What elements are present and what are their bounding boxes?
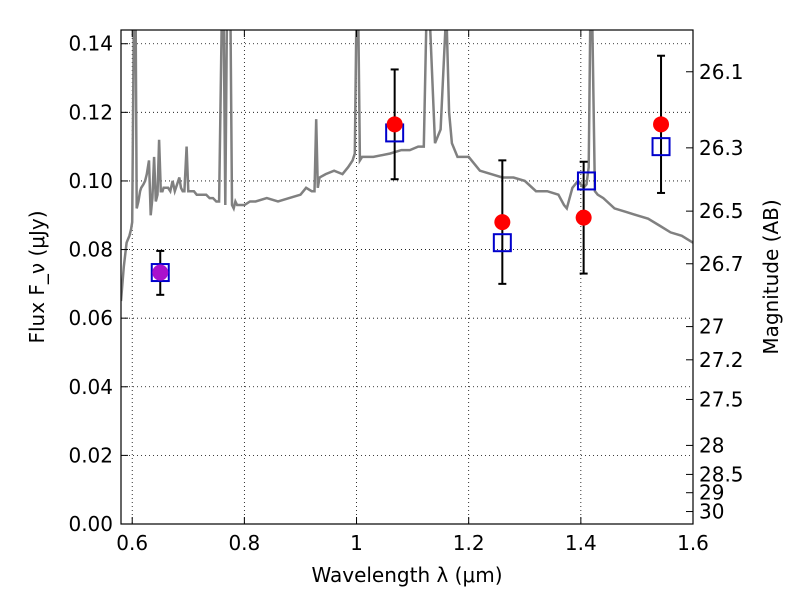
y-tick-label: 0.04 — [68, 375, 113, 399]
observed-flux-point — [152, 264, 169, 281]
y-tick-label: 0.08 — [68, 238, 113, 262]
observed-flux-point — [386, 116, 403, 133]
observed-flux-point — [653, 116, 670, 133]
mag-tick-label: 27.5 — [699, 387, 744, 411]
mag-tick-label: 26.5 — [699, 199, 744, 223]
model-photometry-point — [576, 171, 596, 191]
grid-lines — [121, 30, 694, 525]
mag-tick-label: 28.5 — [699, 462, 744, 486]
model-photometry-points — [150, 123, 671, 283]
y-tick-label: 0.12 — [68, 100, 113, 124]
mag-tick-label: 29 — [699, 481, 724, 505]
x-tick-label: 1.4 — [565, 531, 597, 555]
axis-ticks: 0.6 0.8 1 1.2 1.4 1.6 0.00 0.02 0.04 0.06 0.08 0.10… — [68, 30, 744, 555]
observed-flux-point — [494, 214, 511, 231]
x-tick-label: 0.6 — [116, 531, 148, 555]
mag-tick-label: 28 — [699, 433, 724, 457]
y-tick-label: 0.00 — [68, 512, 113, 536]
y-tick-label: 0.10 — [68, 169, 113, 193]
mag-tick-label: 30 — [699, 500, 724, 524]
model-photometry-point — [651, 137, 671, 157]
y-axis-label: Flux F_ν (μJy) — [25, 210, 49, 343]
right-y-axis-label: Magnitude (AB) — [759, 199, 783, 354]
mag-tick-label: 26.7 — [699, 252, 744, 276]
observed-flux-points — [152, 116, 670, 281]
mag-tick-label: 27.2 — [699, 348, 744, 372]
x-tick-label: 1 — [350, 531, 363, 555]
mag-tick-label: 27 — [699, 315, 724, 339]
model-photometry-point — [492, 233, 512, 253]
x-tick-label: 0.8 — [228, 531, 260, 555]
plot-frame — [120, 29, 694, 525]
y-tick-label: 0.06 — [68, 306, 113, 330]
y-tick-label: 0.14 — [68, 32, 113, 56]
mag-tick-label: 26.1 — [699, 60, 744, 84]
observed-flux-point — [575, 209, 592, 226]
model-photometry-point — [150, 263, 170, 283]
x-tick-label: 1.6 — [677, 531, 709, 555]
x-tick-label: 1.2 — [453, 531, 485, 555]
x-axis-label: Wavelength λ (μm) — [311, 563, 502, 587]
model-spectrum-line — [121, 30, 693, 302]
y-tick-label: 0.02 — [68, 443, 113, 467]
mag-tick-label: 26.3 — [699, 136, 744, 160]
